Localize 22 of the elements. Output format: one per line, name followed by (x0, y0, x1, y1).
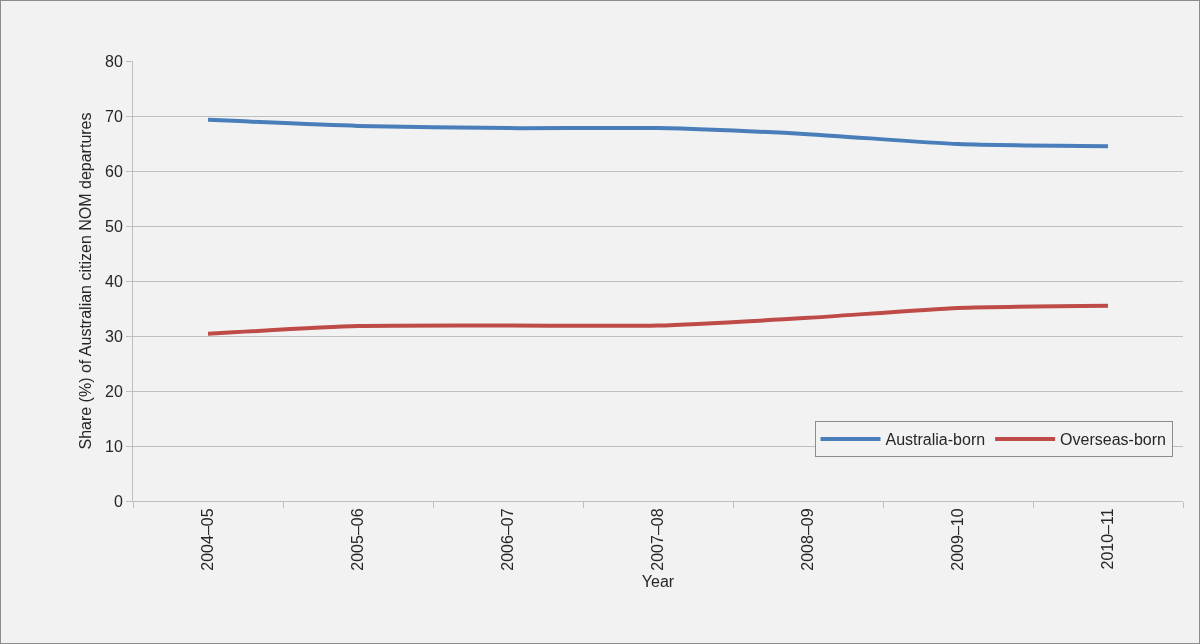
line-series (206, 303, 1110, 336)
y-tick-label: 50 (105, 217, 123, 235)
y-tick-label: 20 (105, 382, 123, 400)
y-tick-label: 60 (105, 162, 123, 180)
x-tick-label: 2007–08 (649, 508, 667, 571)
x-tick-label: 2010–11 (1099, 508, 1117, 570)
x-tick-label: 2008–09 (799, 508, 817, 571)
x-tick-label: 2006–07 (499, 508, 517, 571)
y-tick-label: 10 (105, 437, 123, 455)
y-tick-label: 70 (105, 107, 123, 125)
x-tick-label: 2009–10 (949, 508, 967, 571)
y-tick-label: 40 (105, 272, 123, 290)
y-tick-label: 30 (105, 327, 123, 345)
y-axis-title: Share (%) of Australian citizen NOM departures (77, 112, 94, 450)
x-axis-title: Year (641, 572, 675, 590)
x-tick-label: 2004–05 (199, 508, 217, 571)
x-tick-label: 2005–06 (349, 508, 367, 571)
legend-label: Australia-born (885, 431, 986, 449)
y-tick-label: 80 (105, 52, 123, 70)
y-tick-label: 0 (113, 492, 123, 510)
legend-label: Overseas-born (1060, 431, 1166, 449)
line-series (206, 117, 1110, 149)
